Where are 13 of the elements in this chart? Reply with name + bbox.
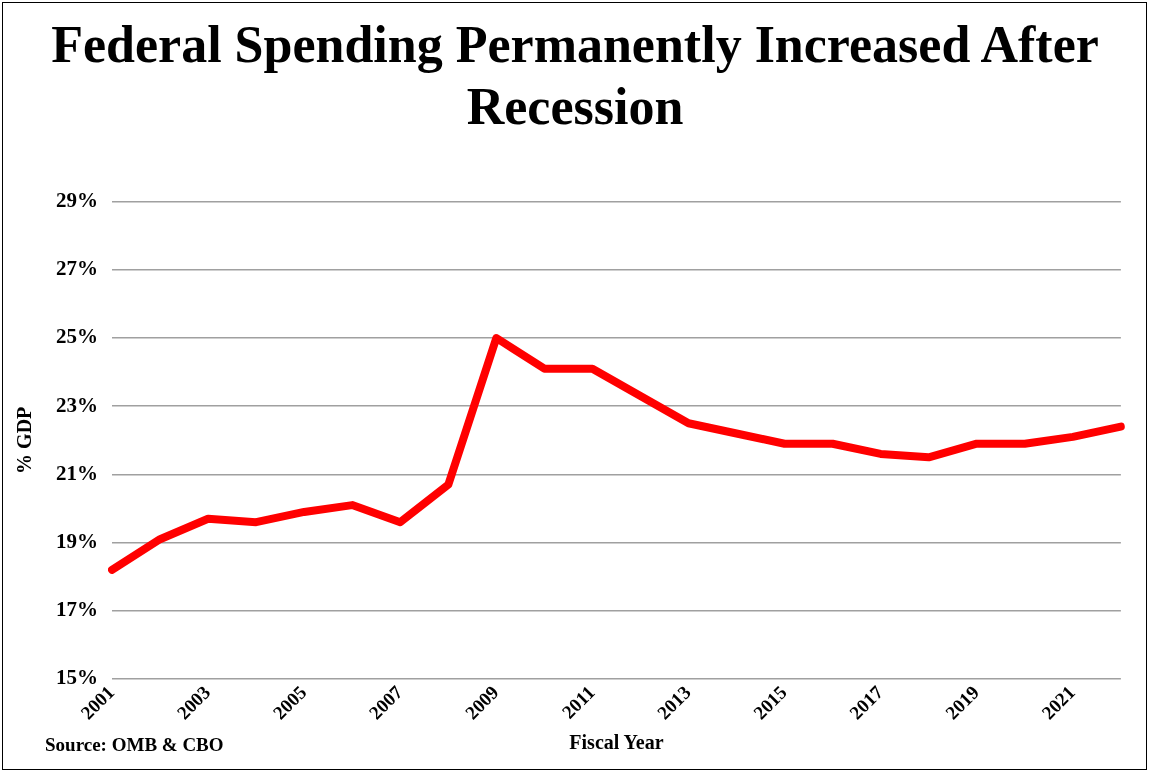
y-tick-label: 17% — [56, 597, 98, 622]
y-tick-label: 21% — [56, 460, 98, 485]
y-tick-label: 25% — [56, 324, 98, 349]
y-tick-label: 19% — [56, 529, 98, 554]
y-tick-label: 23% — [56, 392, 98, 417]
x-tick-label: 2011 — [557, 681, 599, 723]
x-axis-title: Fiscal Year — [569, 731, 664, 754]
y-axis-title: % GDP — [13, 406, 36, 474]
y-tick-label: 27% — [56, 256, 98, 281]
y-tick-label: 15% — [56, 665, 98, 690]
chart-title: Federal Spending Permanently Increased After Recession — [50, 15, 1100, 137]
y-tick-label: 29% — [56, 188, 98, 213]
source-note: Source: OMB & CBO — [45, 734, 224, 756]
